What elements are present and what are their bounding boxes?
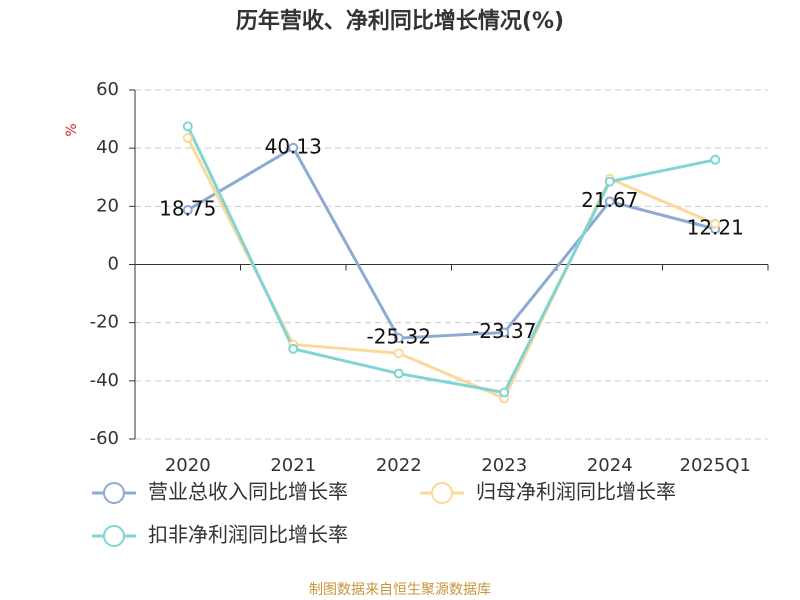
x-tick-label: 2024 <box>587 455 633 476</box>
y-tick-label: 20 <box>96 195 119 216</box>
legend-marker <box>103 482 125 504</box>
y-tick-label: -20 <box>90 312 119 333</box>
point <box>182 132 193 143</box>
point <box>393 333 404 344</box>
point <box>182 204 193 215</box>
x-tick-label: 2022 <box>376 455 422 476</box>
data-label: 18.75 <box>159 196 216 220</box>
y-tick-label: 60 <box>96 79 119 100</box>
point <box>710 218 721 229</box>
point <box>499 387 510 398</box>
legend-marker <box>431 482 453 504</box>
point <box>604 196 615 207</box>
series-line <box>186 125 716 395</box>
data-label: -25.32 <box>367 325 431 349</box>
chart-title: 历年营收、净利同比增长情况(%) <box>236 8 564 34</box>
x-tick-label: 2023 <box>481 455 527 476</box>
data-label: 12.21 <box>687 215 744 239</box>
point <box>288 343 299 354</box>
y-tick-label: 0 <box>108 254 119 275</box>
point <box>393 368 404 379</box>
point <box>604 176 615 187</box>
data-label: 21.67 <box>581 188 638 212</box>
point <box>499 327 510 338</box>
data-label: -23.37 <box>472 319 536 343</box>
y-tick-label: -40 <box>90 370 119 391</box>
legend-label: 扣非净利润同比增长率 <box>148 523 348 547</box>
legend-label: 营业总收入同比增长率 <box>148 480 348 504</box>
x-tick-label: 2025Q1 <box>680 455 751 476</box>
point <box>182 121 193 132</box>
point <box>288 142 299 153</box>
legend-label: 归母净利润同比增长率 <box>476 480 676 504</box>
point <box>393 348 404 359</box>
source-note: 制图数据来自恒生聚源数据库 <box>309 582 491 598</box>
y-tick-label: 40 <box>96 137 119 158</box>
x-tick-label: 2021 <box>270 455 316 476</box>
legend-marker <box>103 525 125 547</box>
y-axis-label: % <box>64 123 80 136</box>
x-tick-label: 2020 <box>165 455 211 476</box>
point <box>710 154 721 165</box>
series-line <box>186 145 716 340</box>
data-label: 40.13 <box>265 134 322 158</box>
y-tick-label: -60 <box>90 428 119 449</box>
